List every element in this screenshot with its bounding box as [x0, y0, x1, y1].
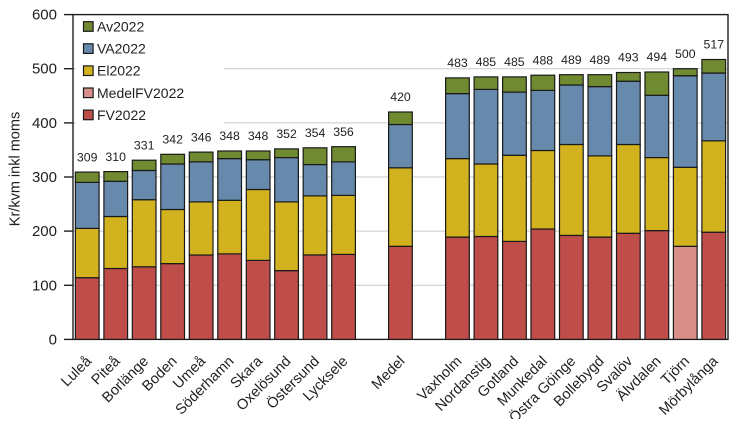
svg-text:MedelFV2022: MedelFV2022 [97, 85, 184, 101]
svg-text:500: 500 [675, 47, 696, 61]
svg-text:420: 420 [390, 90, 411, 104]
svg-text:485: 485 [476, 55, 497, 69]
svg-text:400: 400 [32, 115, 57, 132]
svg-text:356: 356 [333, 125, 354, 139]
svg-text:Av2022: Av2022 [97, 19, 144, 35]
svg-text:493: 493 [618, 51, 639, 65]
svg-text:600: 600 [32, 7, 57, 24]
svg-text:100: 100 [32, 277, 57, 294]
svg-text:348: 348 [219, 129, 240, 143]
svg-text:200: 200 [32, 223, 57, 240]
svg-text:310: 310 [105, 150, 126, 164]
svg-text:346: 346 [191, 130, 212, 144]
svg-text:352: 352 [276, 127, 297, 141]
svg-text:348: 348 [248, 129, 269, 143]
svg-text:483: 483 [447, 56, 468, 70]
svg-text:354: 354 [305, 126, 326, 140]
svg-text:FV2022: FV2022 [97, 107, 146, 123]
svg-text:500: 500 [32, 61, 57, 78]
svg-text:489: 489 [590, 53, 611, 67]
svg-text:300: 300 [32, 169, 57, 186]
svg-text:494: 494 [647, 50, 668, 64]
svg-text:331: 331 [134, 138, 155, 152]
svg-text:485: 485 [504, 55, 525, 69]
svg-text:489: 489 [561, 53, 582, 67]
svg-text:342: 342 [162, 133, 183, 147]
svg-text:0: 0 [49, 331, 57, 348]
svg-text:517: 517 [704, 38, 725, 52]
svg-text:Kr/kvm inkl moms: Kr/kvm inkl moms [8, 112, 24, 226]
svg-text:VA2022: VA2022 [97, 41, 146, 57]
svg-text:309: 309 [77, 150, 98, 164]
svg-text:El2022: El2022 [97, 63, 141, 79]
svg-text:488: 488 [533, 53, 554, 67]
